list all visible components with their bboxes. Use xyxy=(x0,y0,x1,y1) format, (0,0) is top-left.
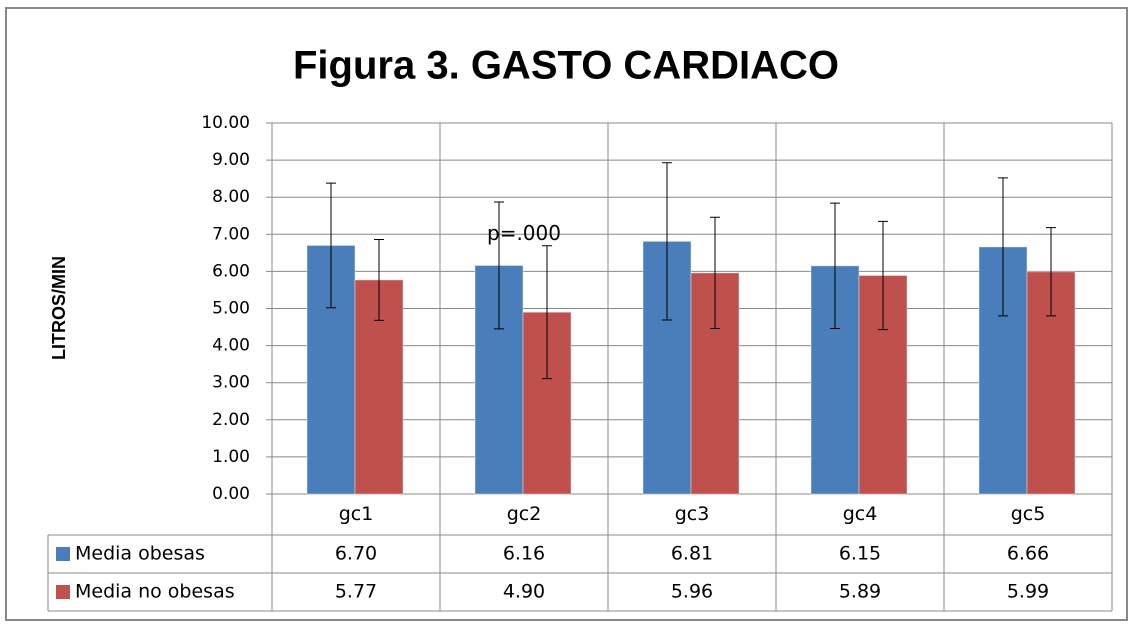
legend-swatch xyxy=(56,547,70,561)
error-bar xyxy=(374,238,384,321)
table-value: 6.66 xyxy=(1007,543,1049,565)
error-bar xyxy=(878,220,888,331)
y-tick-label: 10.00 xyxy=(201,113,250,133)
error-bar xyxy=(710,216,720,330)
error-bar xyxy=(830,202,840,330)
table-value: 4.90 xyxy=(503,581,545,603)
legend-label: Media obesas xyxy=(75,543,205,565)
error-bar xyxy=(662,162,672,321)
y-tick-label: 4.00 xyxy=(212,336,250,356)
y-tick-label: 3.00 xyxy=(212,373,250,393)
y-tick-label: 6.00 xyxy=(212,261,250,281)
legend-swatch xyxy=(56,585,70,599)
y-tick-label: 9.00 xyxy=(212,150,250,170)
error-bar xyxy=(1046,227,1056,317)
y-tick-label: 5.00 xyxy=(212,299,250,319)
annotation: p=.000 xyxy=(487,221,561,245)
y-tick-label: 1.00 xyxy=(212,447,250,467)
y-tick-label: 2.00 xyxy=(212,410,250,430)
table-value: 6.70 xyxy=(335,543,377,565)
table-value: 6.81 xyxy=(671,543,713,565)
table-value: 5.96 xyxy=(671,581,713,603)
chart-title: Figura 3. GASTO CARDIACO xyxy=(293,44,839,88)
table-value: 6.16 xyxy=(503,543,545,565)
x-tick-label: gc2 xyxy=(507,503,542,525)
table-value: 5.77 xyxy=(335,581,377,603)
table-value: 5.99 xyxy=(1007,581,1049,603)
error-bar xyxy=(542,245,552,380)
y-axis-label: LITROS/MIN xyxy=(49,256,69,360)
x-tick-label: gc1 xyxy=(339,503,374,525)
y-tick-label: 0.00 xyxy=(212,484,250,504)
x-tick-label: gc4 xyxy=(843,503,878,525)
table-value: 6.15 xyxy=(839,543,881,565)
y-tick-label: 8.00 xyxy=(212,187,250,207)
x-tick-label: gc5 xyxy=(1011,503,1046,525)
error-bar xyxy=(326,182,336,309)
error-bar xyxy=(998,177,1008,317)
legend-label: Media no obesas xyxy=(75,581,235,603)
x-tick-label: gc3 xyxy=(675,503,710,525)
table-value: 5.89 xyxy=(839,581,881,603)
error-bar xyxy=(494,201,504,330)
y-tick-label: 7.00 xyxy=(212,224,250,244)
